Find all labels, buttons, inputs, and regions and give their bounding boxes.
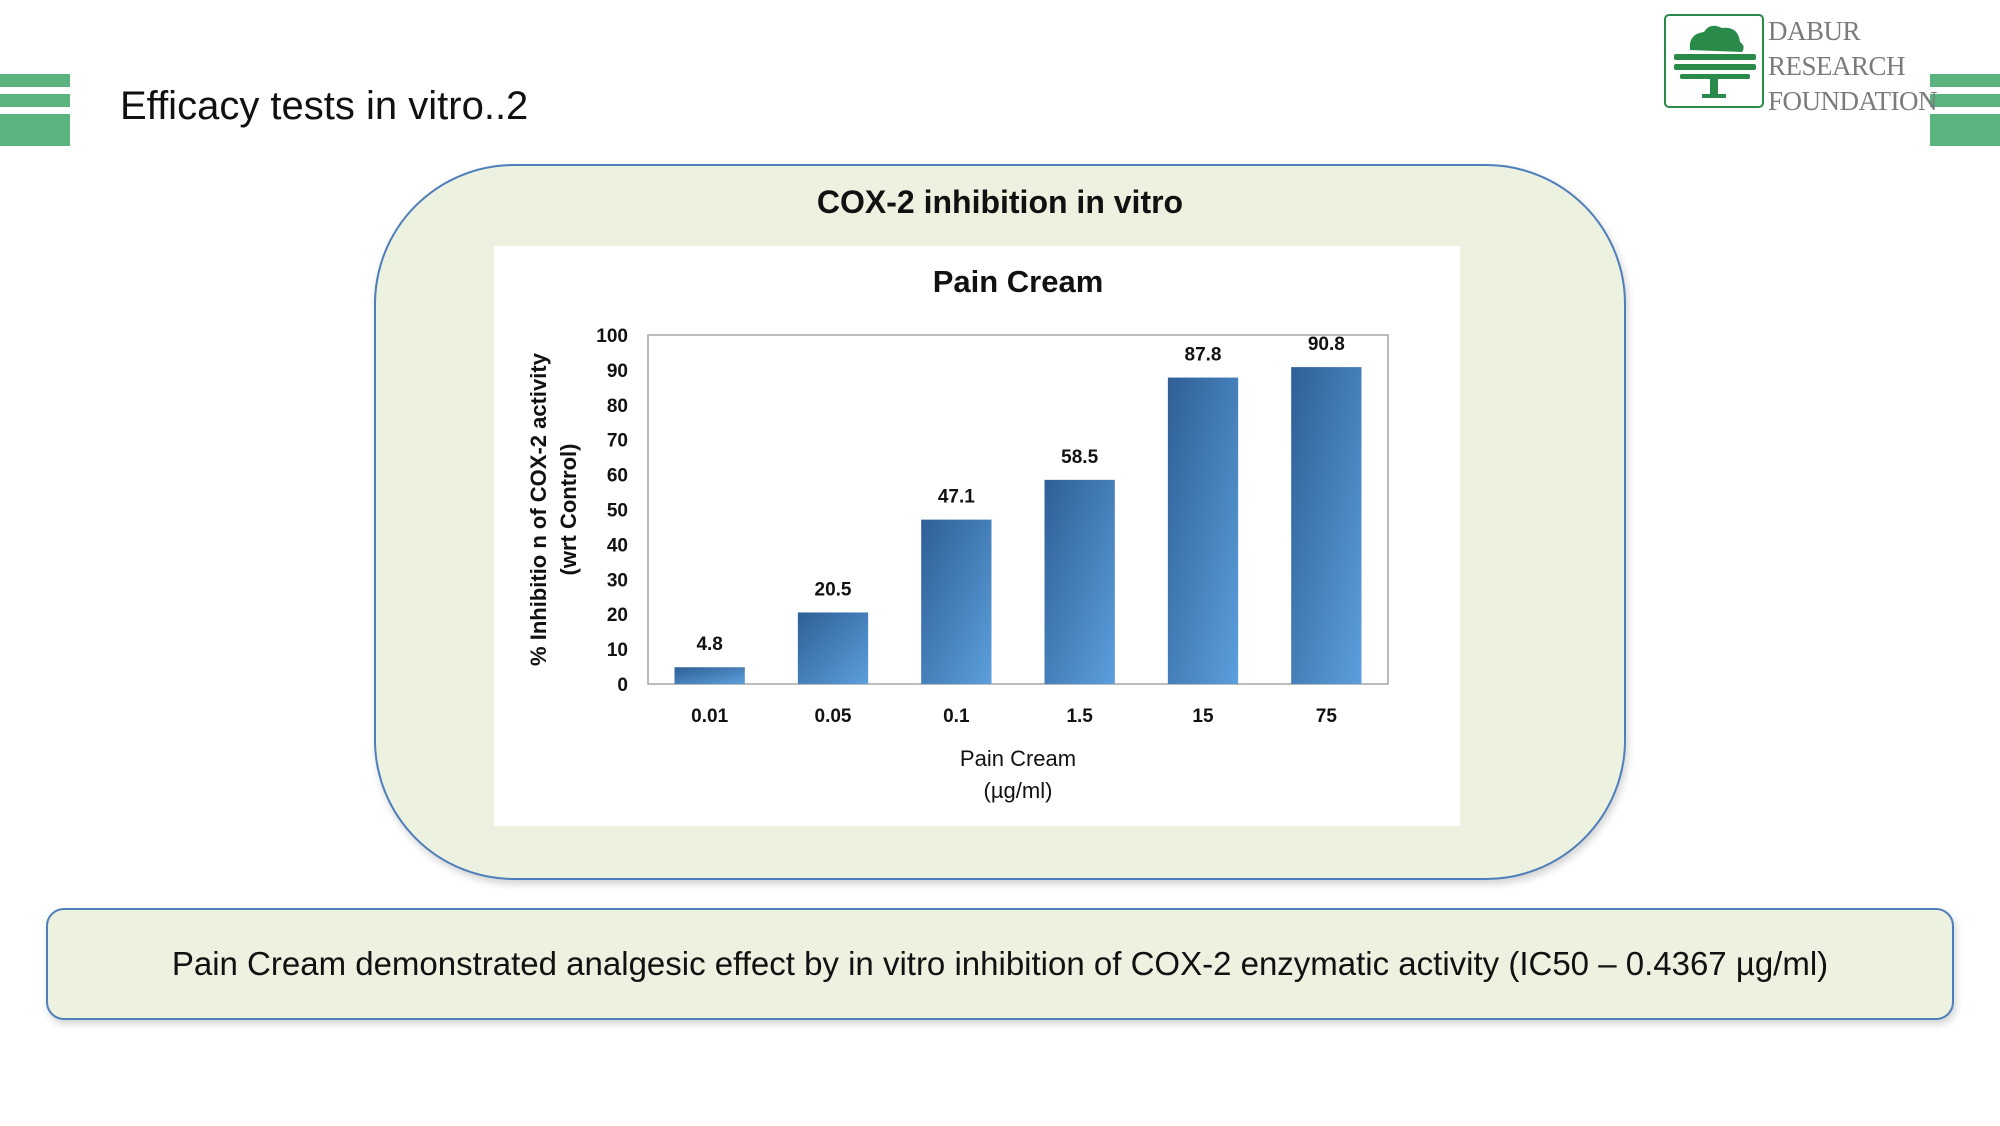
x-tick-label: 75 — [1316, 706, 1338, 727]
dabur-logo: DABUR RESEARCH FOUNDATION — [1664, 14, 1938, 116]
y-tick-label: 60 — [607, 466, 628, 487]
x-tick-label: 15 — [1192, 706, 1214, 727]
bar-value-label: 87.8 — [1185, 345, 1222, 366]
bar-value-label: 20.5 — [815, 579, 852, 600]
bar-value-label: 58.5 — [1061, 447, 1098, 468]
logo-wordmark: DABUR RESEARCH FOUNDATION — [1768, 14, 1938, 119]
bar-0_05 — [797, 612, 869, 684]
chart-area: Pain Cream 0 10 20 30 40 50 60 70 80 90 100 4.8 20.… — [494, 246, 1460, 826]
y-tick-label: 30 — [607, 570, 628, 591]
x-axis-ticks: 0.01 0.05 0.1 1.5 15 75 — [691, 706, 1337, 727]
chart-title: Pain Cream — [933, 264, 1104, 299]
plot-frame — [647, 334, 1389, 685]
logo-line-1: DABUR — [1768, 16, 1861, 46]
x-axis-title-line-1: Pain Cream — [960, 746, 1076, 771]
left-accent-bar-middle — [0, 94, 70, 107]
bar-0_01 — [674, 667, 745, 684]
slide-title: Efficacy tests in vitro..2 — [120, 84, 529, 128]
conclusion-box: Pain Cream demonstrated analgesic effect… — [46, 908, 1954, 1020]
y-tick-label: 80 — [607, 396, 628, 417]
bar-0_1 — [921, 519, 992, 684]
x-tick-label: 0.01 — [691, 706, 728, 727]
bar-75 — [1291, 367, 1362, 684]
y-axis-title-line-2: (wrt Control) — [556, 444, 581, 576]
y-tick-label: 70 — [607, 431, 628, 452]
right-accent-bar-top — [1930, 74, 2000, 87]
left-accent-bar-bottom — [0, 114, 70, 146]
y-axis-title-line-1: % Inhibitio n of COX-2 activity — [526, 352, 551, 666]
bar-value-label: 4.8 — [696, 634, 722, 655]
right-accent-bar-middle — [1930, 94, 2000, 107]
y-tick-label: 40 — [607, 535, 628, 556]
logo-line-2: RESEARCH — [1768, 51, 1906, 81]
y-tick-label: 100 — [596, 326, 628, 347]
bar-1_5 — [1044, 479, 1115, 684]
y-tick-label: 90 — [607, 361, 628, 382]
bar-15 — [1167, 377, 1239, 684]
bar-value-label: 47.1 — [938, 487, 975, 508]
y-tick-label: 10 — [607, 640, 628, 661]
bar-value-label: 90.8 — [1308, 334, 1345, 355]
right-accent-bar-bottom — [1930, 114, 2000, 146]
x-tick-label: 0.05 — [815, 706, 852, 727]
left-accent-bar-top — [0, 74, 70, 87]
bar-chart: Pain Cream 0 10 20 30 40 50 60 70 80 90 100 4.8 20.… — [526, 264, 1389, 803]
panel-title: COX-2 inhibition in vitro — [816, 184, 1184, 220]
y-tick-label: 50 — [607, 501, 628, 522]
logo-line-3: FOUNDATION — [1768, 86, 1938, 116]
bars: 4.8 20.5 47.1 58.5 87.8 90.8 — [674, 334, 1362, 684]
chart-panel: COX-2 inhibition in vitro Pain Cream 0 10… — [374, 164, 1626, 880]
y-axis-ticks: 0 10 20 30 40 50 60 70 80 90 100 — [596, 326, 628, 696]
x-tick-label: 0.1 — [943, 706, 970, 727]
y-tick-label: 20 — [607, 605, 628, 626]
tree-logo-icon — [1664, 14, 1764, 108]
conclusion-text: Pain Cream demonstrated analgesic effect… — [171, 945, 1829, 982]
y-tick-label: 0 — [617, 675, 628, 696]
x-axis-title-line-2: (µg/ml) — [984, 778, 1053, 803]
x-tick-label: 1.5 — [1066, 706, 1093, 727]
